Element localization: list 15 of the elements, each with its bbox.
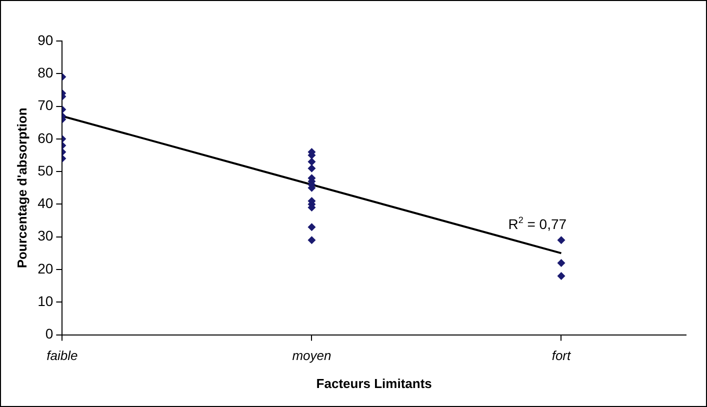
y-tick-label: 20: [38, 260, 54, 276]
x-tick-label: faible: [46, 348, 78, 364]
x-tick-label: moyen: [292, 348, 332, 364]
y-axis-title: Pourcentage d'absorption: [14, 108, 30, 268]
y-tick-label: 10: [38, 293, 54, 310]
y-tick-label: 0: [45, 326, 54, 342]
y-tick-label: 40: [38, 195, 54, 212]
x-tick-label: fort: [552, 348, 572, 364]
x-axis-title: Facteurs Limitants: [316, 376, 432, 391]
y-tick-label: 60: [38, 130, 54, 146]
y-tick-label: 50: [38, 162, 54, 178]
y-tick-label: 90: [38, 32, 54, 48]
y-tick-label: 80: [38, 64, 54, 81]
y-tick-label: 70: [38, 97, 54, 114]
y-tick-label: 30: [38, 228, 54, 244]
